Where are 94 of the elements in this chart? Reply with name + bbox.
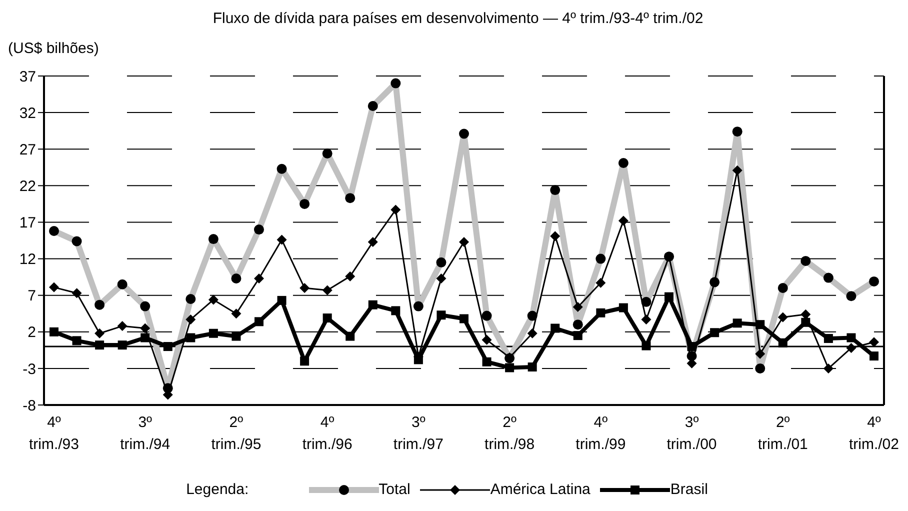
point (368, 300, 378, 310)
point (232, 332, 241, 341)
point (208, 328, 218, 338)
point (322, 314, 332, 322)
point (756, 320, 765, 330)
point (732, 318, 742, 328)
point (618, 303, 628, 312)
point (459, 236, 469, 247)
point (186, 333, 196, 342)
legend-label: América Latina (490, 481, 590, 498)
point (846, 333, 856, 342)
point (641, 314, 652, 324)
point (596, 278, 606, 288)
point (117, 321, 128, 332)
y-tick-label: 22 (19, 178, 36, 195)
legend-label: Brasil (670, 481, 708, 498)
point (573, 331, 582, 340)
point (118, 340, 127, 350)
y-tick-label: 7 (28, 288, 36, 305)
point (390, 204, 401, 215)
point (254, 274, 264, 284)
point (755, 348, 766, 359)
point (528, 362, 537, 372)
y-tick-label: 2 (28, 324, 36, 342)
point (732, 165, 742, 176)
point (94, 328, 105, 338)
legend-title: Legenda: (186, 481, 249, 498)
x-tick-label: 4º trim./96 (302, 414, 352, 453)
x-tick-label: 2º trim./98 (484, 414, 535, 453)
point (550, 231, 560, 242)
point (49, 282, 59, 292)
x-tick-label: 4º trim./99 (576, 414, 626, 453)
point (72, 288, 82, 298)
y-tick-label: 37 (19, 68, 36, 86)
point (276, 234, 287, 245)
point (300, 283, 310, 294)
x-tick-label: 3º trim./97 (393, 414, 444, 453)
legend-label: Total (378, 481, 410, 498)
point (460, 314, 468, 324)
point (505, 363, 514, 372)
x-tick-label: 4º trim./93 (28, 414, 80, 453)
point (572, 302, 583, 312)
point (778, 312, 788, 322)
chart-title: Fluxo de dívida para países em desenvolvimento — 4º trim./93-4º trim./02 (212, 10, 704, 27)
point (823, 363, 834, 374)
point (345, 271, 356, 282)
x-tick-label: 2º trim./01 (758, 414, 808, 453)
point (391, 306, 400, 316)
point (800, 309, 811, 320)
point (277, 296, 286, 305)
x-tick-label: 3º trim./94 (120, 414, 170, 453)
point (870, 352, 878, 361)
y-axis-title: (US$ bilhões) (8, 40, 99, 57)
point (846, 342, 856, 353)
point (642, 341, 651, 350)
point (163, 342, 172, 352)
y-tick-label: -3 (22, 360, 36, 378)
point (618, 216, 628, 226)
point (50, 327, 58, 336)
point (801, 318, 810, 327)
y-tick-label: 12 (19, 251, 36, 268)
x-tick-label: 3º trim./00 (666, 414, 717, 453)
x-tick-label: 4º trim./02 (848, 414, 900, 453)
point (527, 328, 538, 338)
point (140, 333, 150, 342)
point (596, 308, 606, 318)
point (95, 340, 104, 350)
point (231, 308, 242, 319)
point (186, 314, 196, 324)
point (322, 285, 332, 296)
y-tick-label: 27 (19, 141, 36, 158)
point (824, 334, 833, 343)
point (300, 356, 310, 366)
point (687, 342, 696, 352)
point (436, 310, 446, 320)
y-tick-label: 32 (19, 104, 36, 122)
y-tick-label: -8 (22, 397, 36, 414)
x-tick-label: 2º trim./95 (211, 414, 262, 453)
point (664, 292, 674, 302)
point (482, 334, 492, 345)
point (710, 328, 720, 338)
point (346, 332, 355, 341)
point (550, 324, 560, 333)
point (72, 336, 82, 346)
point (208, 294, 218, 305)
y-tick-label: 17 (19, 214, 36, 232)
point (140, 323, 150, 334)
point (869, 337, 879, 348)
point (778, 338, 788, 348)
point (436, 274, 446, 284)
point (254, 317, 264, 326)
point (482, 357, 492, 366)
point (414, 355, 423, 364)
point (368, 236, 378, 247)
